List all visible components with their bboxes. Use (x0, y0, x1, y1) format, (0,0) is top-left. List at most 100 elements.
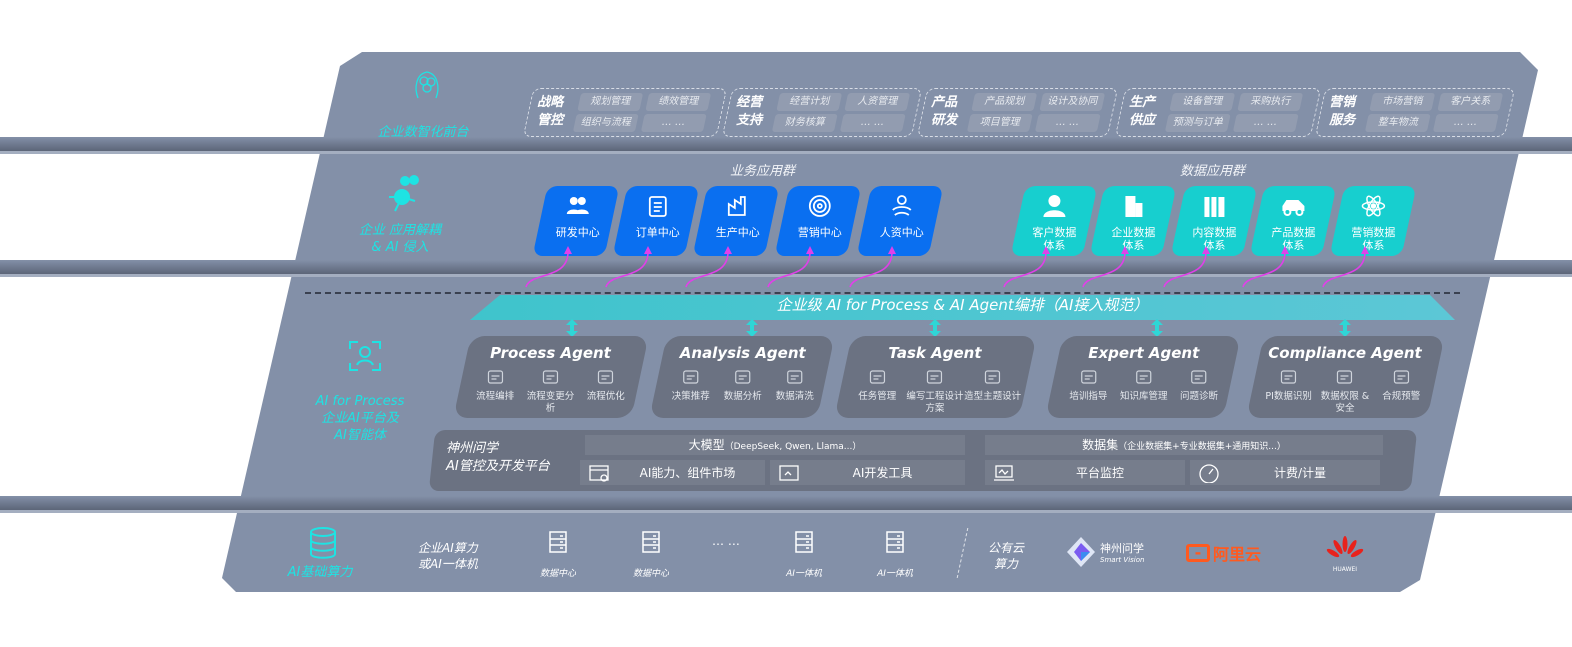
car-icon (1282, 200, 1305, 216)
vendor-name: HUAWEI (1332, 566, 1358, 573)
factory-icon (727, 196, 746, 216)
label-line: 企业AI平台及 (321, 411, 399, 426)
double-arrow-icon (746, 319, 758, 337)
server-item: AI一体机 (870, 530, 920, 579)
platform-tool-label: 计费/计量 (1273, 465, 1327, 480)
data-app-card[interactable]: 营销数据体系 (1329, 186, 1417, 256)
capability-icon (984, 370, 1001, 384)
capability-icon (542, 370, 559, 384)
agent-capability[interactable]: 造型主题设计 (964, 368, 1021, 415)
platform-tool[interactable]: 计费/计量 (1190, 460, 1380, 485)
agent-capabilities: 流程编排 流程变更分析 流程优化 (461, 368, 639, 415)
business-app-card[interactable]: 生产中心 (692, 186, 780, 256)
agent-capability[interactable]: 流程优化 (578, 368, 633, 415)
platform-title-line: 神州问学 (446, 441, 499, 456)
model-note: （DeepSeek, Qwen, Llama...） (724, 442, 862, 452)
server-item: AI一体机 (779, 530, 829, 579)
data-app-card[interactable]: 产品数据体系 (1249, 186, 1337, 256)
books-icon (1204, 197, 1225, 217)
capability-label: 编写工程设计方案 (906, 391, 964, 414)
connector-arrowhead (888, 246, 896, 254)
card-content: 产品数据体系 (1257, 186, 1329, 252)
label-line: & AI 侵入 (371, 240, 429, 255)
agent-capability[interactable]: 数据权限 & 安全 (1317, 368, 1373, 415)
platform-tool[interactable]: AI开发工具 (770, 460, 965, 485)
connector-curve (1163, 251, 1207, 288)
agent-capabilities: 决策推荐 数据分析 数据清洗 (659, 368, 827, 403)
data-app-card[interactable]: 内容数据体系 (1170, 186, 1258, 256)
agent-capability[interactable]: 数据清洗 (769, 368, 820, 403)
card-content: 客户数据体系 (1018, 186, 1090, 252)
server-icon (549, 531, 567, 553)
agent-capability[interactable]: 流程变更分析 (523, 368, 578, 415)
connector-arrowhead (1202, 246, 1210, 254)
connector-arrowhead (564, 246, 572, 254)
business-app-card[interactable]: 研发中心 (532, 186, 620, 256)
agent-capability[interactable]: PI数据识别 (1261, 368, 1317, 415)
platform-tool-label: AI开发工具 (852, 465, 913, 480)
dataset-title: 数据集 (1082, 438, 1119, 452)
business-app-card[interactable]: 营销中心 (774, 186, 862, 256)
connector-arrowhead (1121, 246, 1129, 254)
connector-arrowhead (644, 246, 652, 254)
platform-tool-label: 平台监控 (1075, 465, 1124, 480)
public-compute-label: 公有云 算力 (988, 540, 1024, 572)
data-apps-title: 数据应用群 (1180, 164, 1246, 179)
agent-box[interactable]: Analysis Agent 决策推荐 数据分析 数据清洗 (649, 336, 835, 418)
agent-capability[interactable]: 任务管理 (849, 368, 906, 415)
data-app-card[interactable]: 客户数据体系 (1010, 186, 1098, 256)
business-apps-title: 业务应用群 (730, 164, 796, 179)
agent-title: Expert Agent (1088, 344, 1200, 362)
agent-content: Expert Agent 培训指导 知识库管理 问题诊断 (1055, 344, 1233, 403)
double-arrow-icon (1339, 319, 1351, 337)
market-icon (589, 464, 609, 482)
capability-icon (1136, 370, 1152, 384)
dataset-note: （企业数据集+专业数据集+通用知识...） (1118, 442, 1286, 452)
label-line: 或AI一体机 (418, 557, 478, 571)
label-line: AI for Process (315, 394, 405, 409)
clipboard-icon (648, 196, 667, 217)
platform-tool[interactable]: 平台监控 (985, 460, 1185, 485)
business-app-card[interactable]: 人资中心 (856, 186, 944, 256)
agent-capability[interactable]: 数据分析 (717, 368, 768, 403)
card-content: 企业数据体系 (1097, 186, 1169, 252)
server-label: AI一体机 (786, 569, 822, 579)
agent-content: Process Agent 流程编排 流程变更分析 流程优化 (461, 344, 639, 415)
connector-curve (849, 251, 893, 288)
agent-capability[interactable]: 合规预警 (1373, 368, 1429, 415)
agent-capability[interactable]: 知识库管理 (1116, 368, 1171, 403)
business-app-card[interactable]: 订单中心 (612, 186, 700, 256)
agent-capability[interactable]: 编写工程设计方案 (906, 368, 963, 415)
target-icon (808, 195, 831, 217)
capability-label: 数据分析 (723, 391, 762, 402)
card-content: 内容数据体系 (1178, 186, 1250, 252)
agent-content: Analysis Agent 决策推荐 数据分析 数据清洗 (659, 344, 827, 403)
layer-divider (0, 260, 1572, 274)
agent-box[interactable]: Expert Agent 培训指导 知识库管理 问题诊断 (1045, 336, 1241, 418)
connector-curve (525, 251, 569, 288)
server-item: 数据中心 (533, 530, 583, 579)
connector-curve (1082, 251, 1126, 288)
layer-label-apps: 企业 应用解耦 & AI 侵入 (340, 222, 460, 256)
private-compute-label: 企业AI算力 或AI一体机 (418, 540, 478, 572)
agent-capability[interactable]: 流程编排 (468, 368, 523, 415)
agent-capability[interactable]: 决策推荐 (665, 368, 716, 403)
label-line: AI智能体 (334, 428, 386, 443)
layer-divider (0, 496, 1572, 510)
data-app-card[interactable]: 企业数据体系 (1089, 186, 1177, 256)
platform-tool[interactable]: AI能力、组件市场 (580, 460, 765, 485)
vendor-aliyun-logo: - 阿里云 (1186, 541, 1261, 565)
capability-label: 造型主题设计 (964, 391, 1022, 402)
agent-box[interactable]: Task Agent 任务管理 编写工程设计方案 造型主题设计 (834, 336, 1037, 418)
agent-title: Compliance Agent (1268, 344, 1422, 362)
connector-arrowhead (806, 246, 814, 254)
agent-box[interactable]: Compliance Agent PI数据识别 数据权限 & 安全 合规预警 (1246, 336, 1445, 418)
agent-title: Task Agent (888, 344, 982, 362)
database-icon (310, 527, 336, 559)
agent-box[interactable]: Process Agent 流程编排 流程变更分析 流程优化 (453, 336, 649, 418)
agent-capability[interactable]: 培训指导 (1061, 368, 1116, 403)
capability-icon (683, 370, 699, 384)
model-title: 大模型 (688, 438, 725, 452)
capability-label: 流程变更分析 (526, 391, 575, 414)
agent-capability[interactable]: 问题诊断 (1172, 368, 1227, 403)
